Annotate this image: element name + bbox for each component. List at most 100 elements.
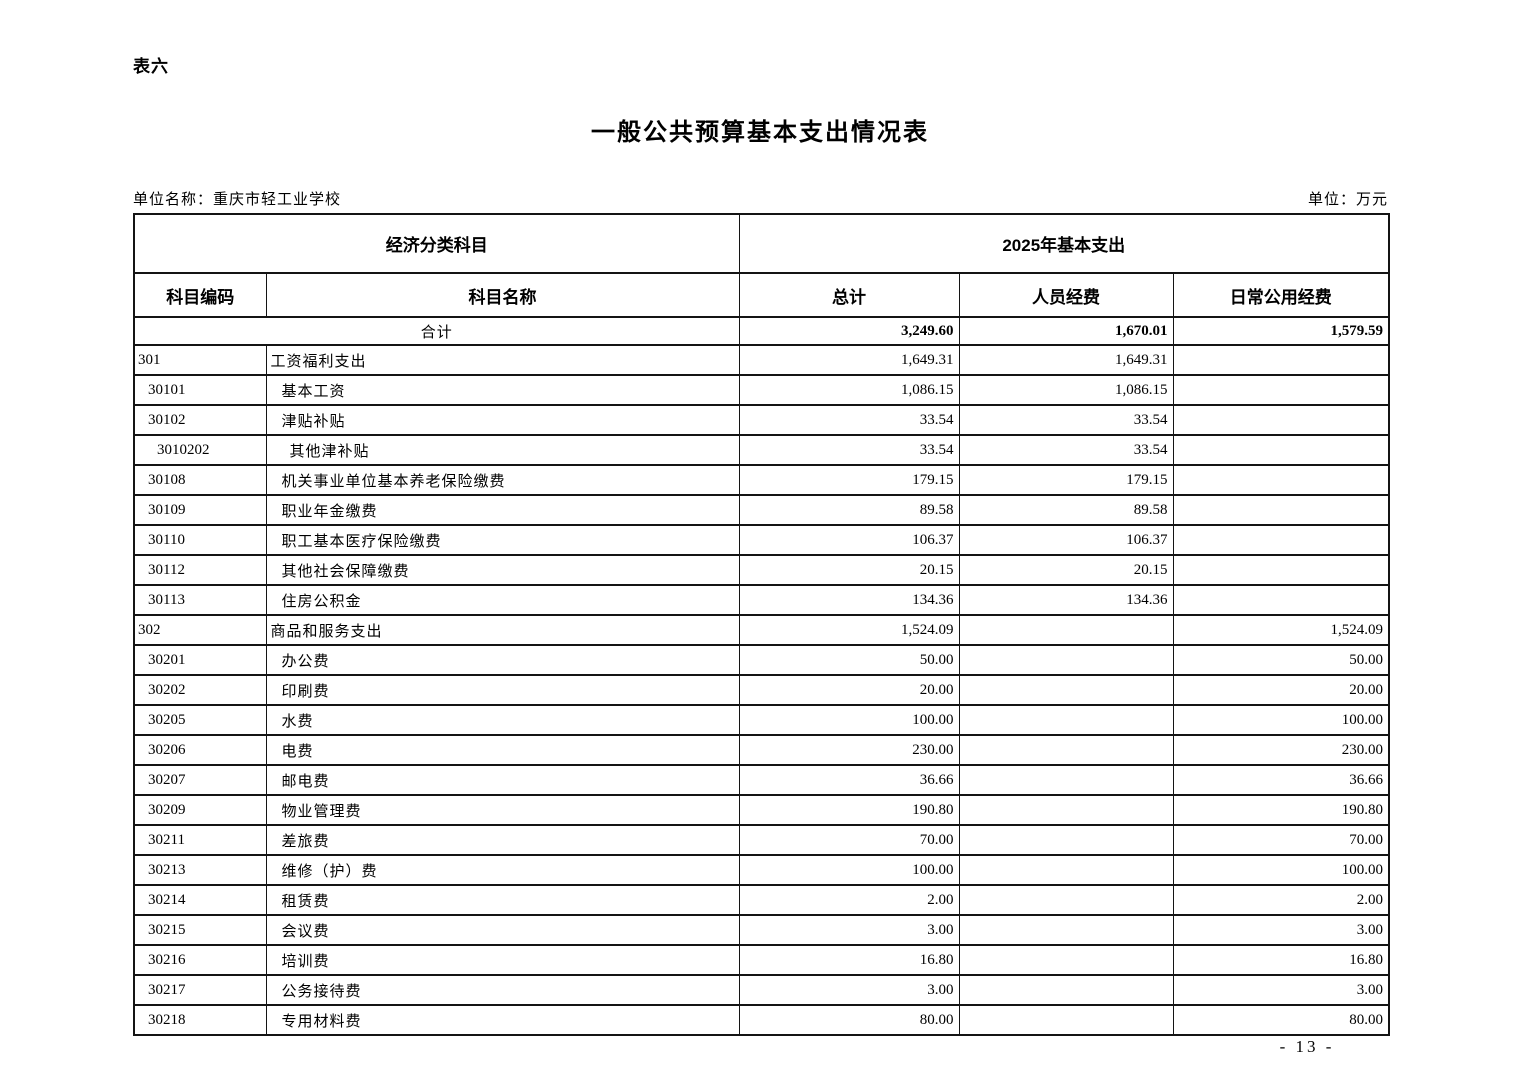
subject-name-cell: 维修（护）费 — [265, 854, 740, 886]
subject-code-cell: 30112 — [133, 554, 267, 586]
table-row: 30216 培训费 16.80 16.80 — [133, 944, 1390, 976]
personnel-cell — [958, 914, 1174, 946]
subject-name-cell: 津贴补贴 — [265, 404, 740, 436]
subject-code-cell: 30216 — [133, 944, 267, 976]
total-cell: 134.36 — [738, 584, 960, 616]
total-cell: 2.00 — [738, 884, 960, 916]
public-cell: 1,524.09 — [1172, 614, 1390, 646]
subject-name-cell: 办公费 — [265, 644, 740, 676]
public-cell: 2.00 — [1172, 884, 1390, 916]
subject-code-cell: 30113 — [133, 584, 267, 616]
total-public-cell: 1,579.59 — [1172, 316, 1390, 346]
total-cell: 190.80 — [738, 794, 960, 826]
subject-code-cell: 30202 — [133, 674, 267, 706]
subject-code-cell: 30109 — [133, 494, 267, 526]
header-subject-code: 科目编码 — [133, 272, 267, 318]
subject-name-cell: 印刷费 — [265, 674, 740, 706]
subject-name-cell: 专用材料费 — [265, 1004, 740, 1036]
header-daily-public-funds: 日常公用经费 — [1172, 272, 1390, 318]
table-row: 30214 租赁费 2.00 2.00 — [133, 884, 1390, 916]
subject-code-cell: 3010202 — [133, 434, 267, 466]
public-cell: 50.00 — [1172, 644, 1390, 676]
personnel-cell — [958, 944, 1174, 976]
personnel-cell — [958, 614, 1174, 646]
subject-name-cell: 电费 — [265, 734, 740, 766]
personnel-cell — [958, 734, 1174, 766]
total-cell: 50.00 — [738, 644, 960, 676]
public-cell: 190.80 — [1172, 794, 1390, 826]
table-row: 302 商品和服务支出 1,524.09 1,524.09 — [133, 614, 1390, 646]
table-row: 30202 印刷费 20.00 20.00 — [133, 674, 1390, 706]
subject-name-cell: 职业年金缴费 — [265, 494, 740, 526]
subject-code-cell: 30218 — [133, 1004, 267, 1036]
budget-table: 经济分类科目 2025年基本支出 科目编码 科目名称 总计 人员经费 日常公用经… — [133, 213, 1391, 1036]
total-cell: 106.37 — [738, 524, 960, 556]
table-row: 30101 基本工资 1,086.15 1,086.15 — [133, 374, 1390, 406]
currency-unit-label: 单位：万元 — [1307, 192, 1388, 208]
personnel-cell — [958, 884, 1174, 916]
total-cell: 80.00 — [738, 1004, 960, 1036]
header-subject-name: 科目名称 — [265, 272, 740, 318]
total-cell: 100.00 — [738, 704, 960, 736]
subject-code-cell: 30206 — [133, 734, 267, 766]
total-cell: 89.58 — [738, 494, 960, 526]
public-cell: 70.00 — [1172, 824, 1390, 856]
table-row: 30201 办公费 50.00 50.00 — [133, 644, 1390, 676]
page-number: - 13 - — [1279, 1037, 1335, 1056]
table-row: 301 工资福利支出 1,649.31 1,649.31 — [133, 344, 1390, 376]
personnel-cell — [958, 854, 1174, 886]
subject-name-cell: 工资福利支出 — [265, 344, 740, 376]
table-row: 30217 公务接待费 3.00 3.00 — [133, 974, 1390, 1006]
meta-row: 单位名称：重庆市轻工业学校 单位：万元 — [133, 188, 1388, 209]
total-cell: 1,524.09 — [738, 614, 960, 646]
personnel-cell: 33.54 — [958, 404, 1174, 436]
public-cell — [1172, 584, 1390, 616]
public-cell: 3.00 — [1172, 914, 1390, 946]
subject-name-cell: 租赁费 — [265, 884, 740, 916]
subject-name-cell: 水费 — [265, 704, 740, 736]
subject-name-cell: 其他社会保障缴费 — [265, 554, 740, 586]
table-row: 30110 职工基本医疗保险缴费 106.37 106.37 — [133, 524, 1390, 556]
table-row: 30206 电费 230.00 230.00 — [133, 734, 1390, 766]
subject-code-cell: 30101 — [133, 374, 267, 406]
total-cell: 1,086.15 — [738, 374, 960, 406]
total-cell: 33.54 — [738, 434, 960, 466]
public-cell: 230.00 — [1172, 734, 1390, 766]
public-cell — [1172, 494, 1390, 526]
subject-code-cell: 30110 — [133, 524, 267, 556]
table-row: 30109 职业年金缴费 89.58 89.58 — [133, 494, 1390, 526]
public-cell: 3.00 — [1172, 974, 1390, 1006]
table-row: 30112 其他社会保障缴费 20.15 20.15 — [133, 554, 1390, 586]
public-cell: 100.00 — [1172, 704, 1390, 736]
subject-code-cell: 30211 — [133, 824, 267, 856]
total-cell: 179.15 — [738, 464, 960, 496]
subject-name-cell: 公务接待费 — [265, 974, 740, 1006]
total-cell: 230.00 — [738, 734, 960, 766]
total-cell: 3.00 — [738, 974, 960, 1006]
table-row: 30113 住房公积金 134.36 134.36 — [133, 584, 1390, 616]
table-row: 30211 差旅费 70.00 70.00 — [133, 824, 1390, 856]
total-cell: 36.66 — [738, 764, 960, 796]
total-cell: 100.00 — [738, 854, 960, 886]
table-row: 30213 维修（护）费 100.00 100.00 — [133, 854, 1390, 886]
personnel-cell — [958, 824, 1174, 856]
subject-name-cell: 商品和服务支出 — [265, 614, 740, 646]
total-cell: 20.00 — [738, 674, 960, 706]
page-title: 一般公共预算基本支出情况表 — [591, 120, 929, 146]
personnel-cell — [958, 794, 1174, 826]
personnel-cell — [958, 674, 1174, 706]
subject-code-cell: 30102 — [133, 404, 267, 436]
subject-name-cell: 会议费 — [265, 914, 740, 946]
personnel-cell: 1,086.15 — [958, 374, 1174, 406]
subject-code-cell: 30214 — [133, 884, 267, 916]
header-group-row: 经济分类科目 2025年基本支出 — [133, 213, 1390, 274]
personnel-cell: 89.58 — [958, 494, 1174, 526]
subject-name-cell: 邮电费 — [265, 764, 740, 796]
table-row: 30205 水费 100.00 100.00 — [133, 704, 1390, 736]
table-row: 30209 物业管理费 190.80 190.80 — [133, 794, 1390, 826]
subject-code-cell: 30108 — [133, 464, 267, 496]
subject-code-cell: 30209 — [133, 794, 267, 826]
subject-name-cell: 物业管理费 — [265, 794, 740, 826]
public-cell — [1172, 374, 1390, 406]
subject-name-cell: 住房公积金 — [265, 584, 740, 616]
